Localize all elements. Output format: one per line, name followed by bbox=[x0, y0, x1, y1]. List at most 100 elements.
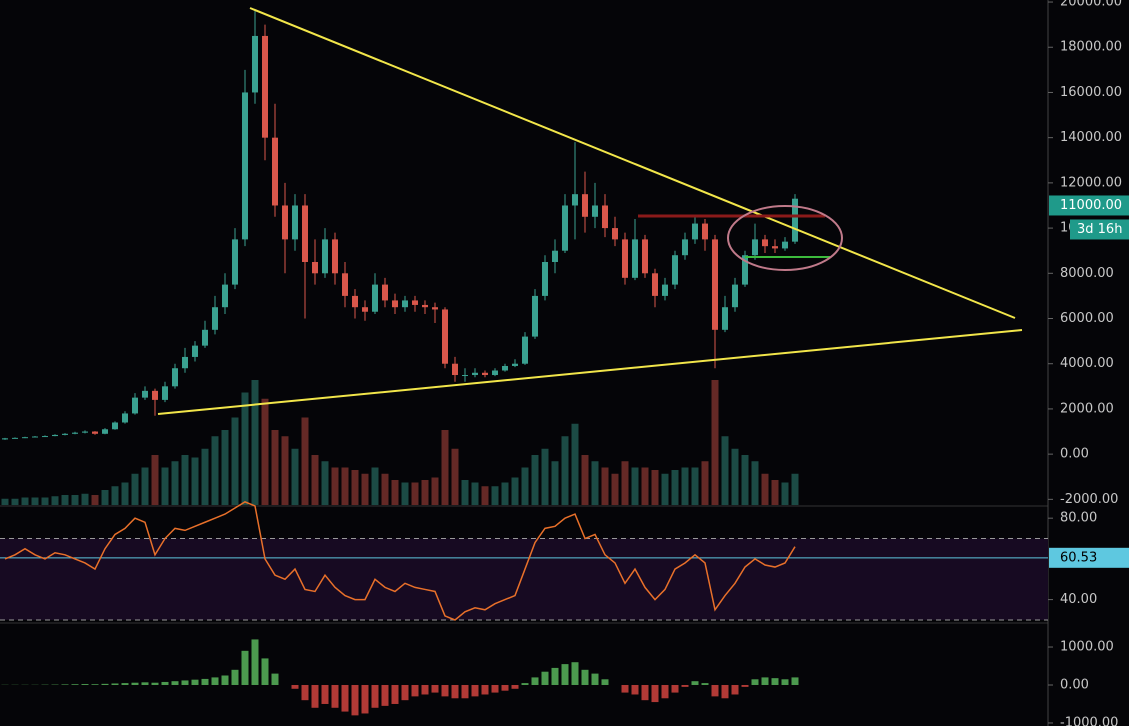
countdown-label: 3d 16h bbox=[1077, 222, 1122, 237]
volume-bar bbox=[341, 467, 349, 505]
volume-bar bbox=[21, 497, 29, 505]
volume-bar bbox=[271, 430, 279, 505]
macd-bar bbox=[381, 684, 389, 706]
volume-bar bbox=[781, 482, 789, 505]
volume-bar bbox=[241, 392, 249, 505]
y-tick-label: 20000.00 bbox=[1060, 0, 1122, 10]
macd-bar bbox=[491, 684, 499, 693]
volume-bar bbox=[721, 436, 729, 505]
y-tick-label: 6000.00 bbox=[1060, 311, 1114, 326]
macd-bar bbox=[311, 684, 319, 708]
candle-body bbox=[12, 437, 18, 439]
macd-bar bbox=[721, 684, 729, 699]
candle-body bbox=[72, 432, 78, 434]
volume-bar bbox=[441, 430, 449, 505]
macd-bar bbox=[731, 684, 739, 695]
candle-body bbox=[772, 246, 778, 249]
volume-bar bbox=[411, 482, 419, 505]
volume-bar bbox=[561, 436, 569, 505]
macd-bar bbox=[401, 684, 409, 701]
y-tick-label: 40.00 bbox=[1060, 592, 1097, 607]
volume-bar bbox=[761, 473, 769, 505]
candle-body bbox=[372, 284, 378, 312]
candle-body bbox=[362, 307, 368, 312]
macd-bar bbox=[371, 684, 379, 708]
volume-bar bbox=[121, 482, 129, 505]
macd-bar bbox=[151, 682, 159, 685]
macd-bar bbox=[631, 684, 639, 695]
candle-body bbox=[2, 438, 8, 440]
candle-body bbox=[412, 300, 418, 305]
candle-body bbox=[292, 205, 298, 240]
candle-body bbox=[672, 255, 678, 285]
macd-bar bbox=[511, 684, 519, 689]
candle-body bbox=[62, 433, 68, 435]
candle-body bbox=[742, 255, 748, 285]
macd-bar bbox=[641, 684, 649, 701]
volume-bar bbox=[141, 467, 149, 505]
macd-bar bbox=[441, 684, 449, 697]
candle-body bbox=[422, 304, 428, 308]
candle-body bbox=[92, 431, 98, 434]
volume-bar bbox=[291, 448, 299, 505]
candle-body bbox=[512, 363, 518, 366]
macd-bar bbox=[271, 673, 279, 685]
volume-bar bbox=[461, 480, 469, 505]
candle-body bbox=[172, 368, 178, 387]
volume-bar bbox=[1, 498, 9, 505]
candle-body bbox=[712, 239, 718, 330]
volume-bar bbox=[221, 430, 229, 505]
volume-bar bbox=[451, 448, 459, 505]
candle-body bbox=[702, 223, 708, 240]
volume-bar bbox=[391, 480, 399, 505]
candle-body bbox=[542, 261, 548, 296]
volume-bar bbox=[611, 473, 619, 505]
macd-bar bbox=[341, 684, 349, 712]
volume-bar bbox=[101, 490, 109, 505]
candle-body bbox=[452, 363, 458, 376]
candle-body bbox=[532, 295, 538, 337]
volume-bar bbox=[421, 480, 429, 505]
macd-bar bbox=[551, 667, 559, 685]
macd-bar bbox=[131, 682, 139, 685]
candle-body bbox=[122, 413, 128, 423]
macd-bar bbox=[601, 679, 609, 685]
candle-body bbox=[462, 375, 468, 377]
candle-body bbox=[732, 284, 738, 308]
candle-body bbox=[82, 431, 88, 433]
macd-bar bbox=[781, 679, 789, 685]
candle-body bbox=[492, 370, 498, 376]
macd-bar bbox=[741, 684, 749, 687]
volume-bar bbox=[351, 470, 359, 505]
candle-body bbox=[312, 261, 318, 274]
candle-body bbox=[612, 228, 618, 240]
y-tick-label: -1000.00 bbox=[1060, 715, 1118, 726]
macd-bar bbox=[361, 684, 369, 714]
macd-bar bbox=[391, 684, 399, 704]
macd-bar bbox=[461, 684, 469, 699]
macd-bar bbox=[541, 671, 549, 685]
rsi-line bbox=[4, 501, 796, 621]
candle-body bbox=[222, 284, 228, 308]
volume-bar bbox=[481, 486, 489, 505]
volume-bar bbox=[61, 495, 69, 505]
candle-body bbox=[432, 307, 438, 310]
candle-body bbox=[622, 239, 628, 278]
volume-bar bbox=[311, 455, 319, 505]
candle-body bbox=[572, 194, 578, 206]
y-tick-label: 0.00 bbox=[1060, 447, 1089, 462]
trendline bbox=[157, 329, 1023, 415]
macd-bar bbox=[71, 684, 79, 685]
macd-bar bbox=[771, 678, 779, 685]
candle-body bbox=[592, 205, 598, 217]
volume-bar bbox=[651, 470, 659, 505]
macd-bar bbox=[421, 684, 429, 695]
macd-bar bbox=[101, 683, 109, 685]
candle-body bbox=[602, 205, 608, 229]
macd-bar bbox=[481, 684, 489, 695]
highlight-ellipse bbox=[727, 205, 843, 271]
macd-bar bbox=[171, 681, 179, 685]
macd-bar bbox=[411, 684, 419, 697]
macd-bar bbox=[91, 684, 99, 685]
